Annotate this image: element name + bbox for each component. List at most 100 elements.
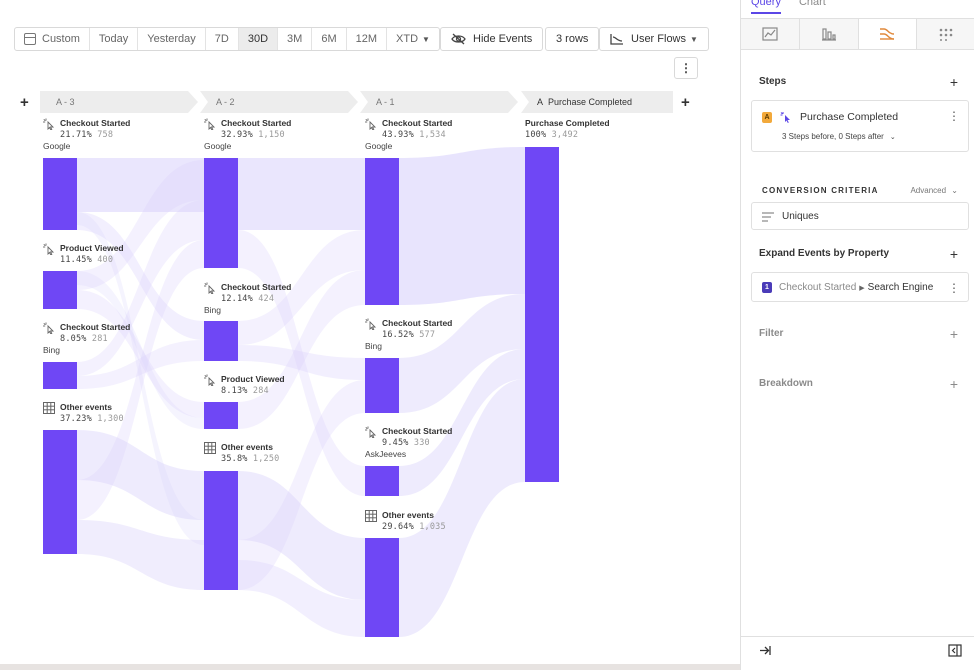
step-menu-button[interactable]: ⋮: [948, 109, 960, 123]
flow-node-bar[interactable]: [204, 402, 238, 429]
bottom-scrollbar[interactable]: [0, 664, 740, 670]
eye-off-icon: [451, 33, 466, 45]
flow-node-bar[interactable]: [525, 147, 559, 482]
flow-node-bar[interactable]: [365, 466, 399, 496]
date-yesterday-button[interactable]: Yesterday: [138, 28, 206, 50]
flow-node-label[interactable]: Checkout Started 9.45% 330 AskJeeves: [365, 426, 452, 461]
panel-toggle-icon[interactable]: [948, 644, 962, 657]
flow-link[interactable]: [238, 345, 365, 380]
criteria-card[interactable]: Uniques: [751, 202, 969, 230]
vis-flows-button[interactable]: [858, 19, 918, 49]
flow-link[interactable]: [77, 240, 204, 520]
flow-link[interactable]: [238, 158, 365, 230]
flow-node-label[interactable]: Checkout Started 16.52% 577 Bing: [365, 318, 452, 353]
flow-node-bar[interactable]: [43, 362, 77, 389]
flow-link[interactable]: [238, 471, 365, 600]
flow-node-label[interactable]: Product Viewed 8.13% 284: [204, 374, 285, 397]
hide-events-button[interactable]: Hide Events: [440, 27, 544, 51]
add-step-before-button[interactable]: +: [20, 94, 29, 111]
flow-link[interactable]: [77, 158, 204, 212]
flow-link[interactable]: [399, 349, 525, 496]
event-cursor-icon: [780, 112, 790, 123]
rows-button[interactable]: 3 rows: [545, 27, 600, 51]
node-count: 400: [91, 254, 114, 265]
flow-link[interactable]: [77, 160, 204, 290]
date-6m-button[interactable]: 6M: [312, 28, 347, 50]
flow-node-label[interactable]: Checkout Started 43.93% 1,534 Google: [365, 118, 452, 153]
step-card[interactable]: A Purchase Completed ⋮ 3 Steps before, 0…: [751, 100, 969, 152]
flow-link[interactable]: [238, 380, 365, 590]
flow-node-bar[interactable]: [204, 471, 238, 590]
flow-node-bar[interactable]: [43, 271, 77, 309]
flow-link[interactable]: [399, 147, 525, 305]
flow-link[interactable]: [77, 212, 204, 340]
date-xtd-dropdown[interactable]: XTD ▼: [387, 28, 439, 50]
flow-link[interactable]: [77, 430, 204, 520]
step-window-dropdown[interactable]: 3 Steps before, 0 Steps after ⌄: [782, 132, 896, 141]
add-step-after-button[interactable]: +: [681, 94, 690, 111]
breakdown-title: Breakdown: [759, 378, 813, 389]
flow-link[interactable]: [238, 270, 365, 429]
flow-link[interactable]: [77, 212, 204, 545]
vis-grid-button[interactable]: [917, 19, 974, 49]
date-3m-button[interactable]: 3M: [278, 28, 313, 50]
flow-link[interactable]: [77, 290, 204, 418]
node-percent: 9.45%: [382, 437, 409, 448]
column-tag-label: A - 3: [56, 97, 75, 107]
more-options-button[interactable]: ⋮: [674, 57, 698, 79]
flow-node-bar[interactable]: [204, 158, 238, 268]
tab-query[interactable]: Query: [751, 0, 781, 14]
flow-node-label[interactable]: Other events 37.23% 1,300: [43, 402, 124, 425]
add-step-button[interactable]: +: [949, 74, 958, 90]
flow-link[interactable]: [399, 294, 525, 413]
flow-link[interactable]: [238, 230, 365, 496]
date-12m-button[interactable]: 12M: [347, 28, 388, 50]
flow-link[interactable]: [399, 379, 525, 637]
flow-node-bar[interactable]: [43, 158, 77, 230]
date-range-selector: Custom Today Yesterday 7D 30D 3M 6M 12M …: [14, 27, 440, 51]
date-7d-button[interactable]: 7D: [206, 28, 239, 50]
flow-link[interactable]: [238, 560, 365, 637]
flow-node-bar[interactable]: [204, 321, 238, 361]
node-stat: 9.45% 330: [382, 438, 452, 450]
step-window-label: 3 Steps before, 0 Steps after: [782, 132, 884, 141]
flow-node-label[interactable]: Other events 29.64% 1,035: [365, 510, 446, 533]
flow-link[interactable]: [77, 520, 204, 590]
add-expand-property-button[interactable]: +: [949, 246, 958, 262]
flow-node-bar[interactable]: [365, 158, 399, 305]
flow-node-bar[interactable]: [43, 430, 77, 554]
view-selector-label: User Flows: [631, 33, 687, 45]
date-custom-button[interactable]: Custom: [15, 28, 90, 50]
node-percent: 16.52%: [382, 329, 414, 340]
flow-node-label[interactable]: Purchase Completed 100% 3,492: [525, 118, 610, 141]
flow-node-bar[interactable]: [365, 538, 399, 637]
vis-bar-button[interactable]: [799, 19, 859, 49]
flow-link[interactable]: [238, 230, 365, 345]
flow-node-label[interactable]: Checkout Started 21.71% 758 Google: [43, 118, 130, 153]
event-cursor-icon: [365, 426, 377, 438]
flow-node-bar[interactable]: [365, 358, 399, 413]
add-filter-button[interactable]: +: [949, 326, 958, 342]
node-property-value: Bing: [365, 341, 383, 351]
expand-menu-button[interactable]: ⋮: [948, 281, 960, 295]
date-30d-button[interactable]: 30D: [238, 28, 279, 50]
view-selector-dropdown[interactable]: User Flows ▼: [599, 27, 709, 51]
flow-node-label[interactable]: Product Viewed 11.45% 400: [43, 243, 124, 266]
node-count: 758: [91, 129, 114, 140]
collapse-arrow-icon[interactable]: [759, 645, 771, 656]
criteria-mode-dropdown[interactable]: Advanced ⌄: [910, 186, 958, 195]
add-breakdown-button[interactable]: +: [949, 376, 958, 392]
flow-link[interactable]: [77, 200, 204, 376]
date-today-button[interactable]: Today: [90, 28, 139, 50]
flow-node-label[interactable]: Checkout Started 32.93% 1,150 Google: [204, 118, 291, 153]
expand-property-card[interactable]: 1 Checkout Started ▶ Search Engine ⋮: [751, 272, 969, 302]
flow-node-label[interactable]: Checkout Started 8.05% 281 Bing: [43, 322, 130, 357]
vis-line-button[interactable]: [741, 19, 800, 49]
tab-chart[interactable]: Chart: [798, 0, 826, 8]
flow-node-label[interactable]: Other events 35.8% 1,250: [204, 442, 280, 465]
flow-link[interactable]: [77, 271, 204, 429]
bar-chart-icon: [821, 28, 836, 41]
flow-link[interactable]: [77, 340, 204, 389]
flow-node-label[interactable]: Checkout Started 12.14% 424 Bing: [204, 282, 291, 317]
node-property-value: Google: [204, 141, 232, 151]
